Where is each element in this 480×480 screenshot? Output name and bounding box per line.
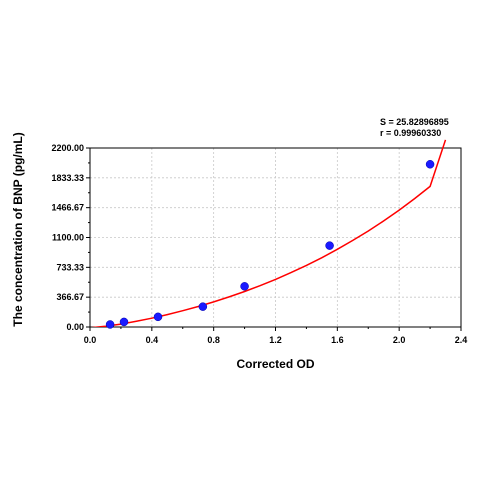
x-axis-title: Corrected OD — [236, 357, 314, 371]
data-point — [153, 312, 163, 322]
y-axis-title: The concentration of BNP (pg/mL) — [11, 132, 25, 326]
y-tick-label: 1833.33 — [51, 173, 84, 183]
x-tick-label: 1.2 — [269, 335, 282, 345]
y-tick-label: 366.67 — [56, 292, 84, 302]
axis-ticks: 0.0 0.4 0.8 1.2 1.6 2.0 2.4 0.00 366.67 733.33 110… — [51, 143, 467, 345]
x-tick-label: 0.8 — [207, 335, 220, 345]
grid — [90, 148, 461, 327]
data-points — [105, 160, 435, 329]
data-point — [325, 241, 334, 250]
x-tick-label: 0.4 — [146, 335, 159, 345]
y-tick-label: 2200.00 — [51, 143, 84, 153]
data-point — [119, 317, 129, 327]
data-point — [198, 302, 208, 311]
y-tick-label: 1466.67 — [51, 203, 84, 213]
data-point — [240, 282, 249, 291]
data-point — [425, 160, 435, 169]
data-point — [105, 320, 115, 329]
fit-statistic-s: S = 25.82896895 — [380, 117, 449, 127]
x-tick-label: 0.0 — [84, 335, 97, 345]
fit-curve — [90, 139, 447, 327]
y-tick-label: 733.33 — [56, 262, 84, 272]
fit-statistic-r: r = 0.99960330 — [380, 128, 442, 138]
x-tick-label: 2.0 — [393, 335, 406, 345]
y-tick-label: 0.00 — [66, 322, 84, 332]
y-tick-label: 1100.00 — [52, 233, 84, 243]
x-tick-label: 1.6 — [331, 335, 344, 345]
x-tick-label: 2.4 — [455, 335, 468, 345]
